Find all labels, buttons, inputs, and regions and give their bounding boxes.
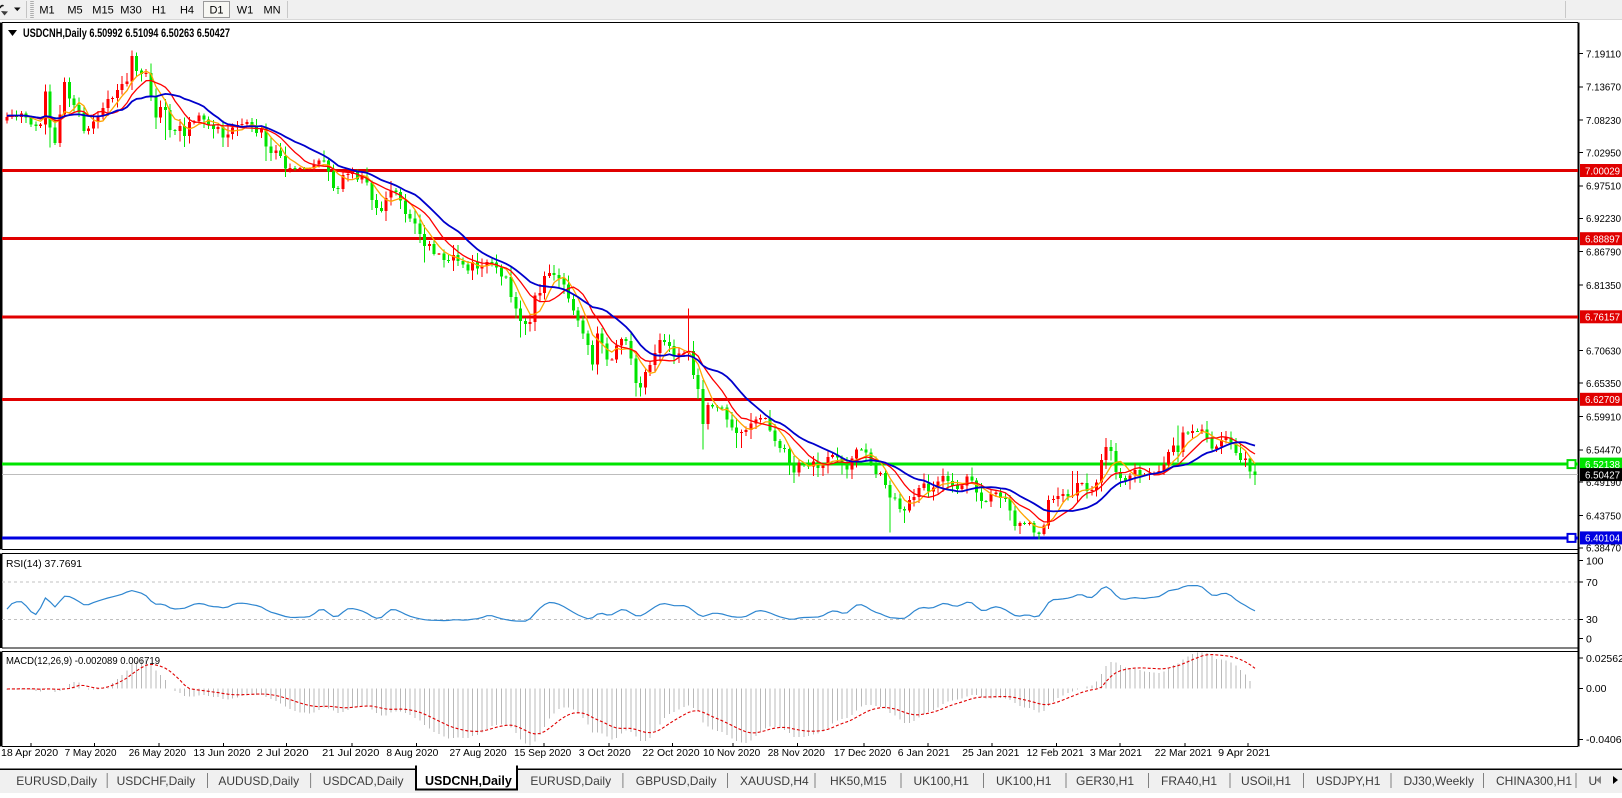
svg-text:6.65350: 6.65350	[1586, 378, 1621, 390]
svg-text:22 Oct 2020: 22 Oct 2020	[642, 747, 699, 759]
svg-text:M5: M5	[67, 5, 82, 17]
svg-text:RSI(14) 37.7691: RSI(14) 37.7691	[6, 558, 82, 570]
svg-text:28 Nov 2020: 28 Nov 2020	[768, 747, 825, 759]
svg-text:HK50,M15: HK50,M15	[830, 774, 887, 788]
svg-text:UK100,H1: UK100,H1	[996, 774, 1052, 788]
svg-text:CHINA300,H1: CHINA300,H1	[1496, 774, 1572, 788]
svg-text:6.40104: 6.40104	[1585, 533, 1620, 545]
svg-text:GBPUSD,Daily: GBPUSD,Daily	[636, 774, 717, 788]
svg-text:USOil,H1: USOil,H1	[1241, 774, 1291, 788]
svg-text:7.02950: 7.02950	[1586, 147, 1621, 159]
svg-text:8 Aug 2020: 8 Aug 2020	[386, 747, 438, 759]
svg-text:18 Apr 2020: 18 Apr 2020	[1, 747, 58, 759]
svg-text:USDCHF,Daily: USDCHF,Daily	[117, 774, 196, 788]
svg-text:7.13670: 7.13670	[1586, 82, 1621, 94]
svg-text:0: 0	[1586, 633, 1592, 645]
svg-text:7.19110: 7.19110	[1586, 48, 1621, 60]
svg-text:MACD(12,26,9) -0.002089 0.0067: MACD(12,26,9) -0.002089 0.006719	[6, 655, 160, 667]
svg-text:9 Apr 2021: 9 Apr 2021	[1218, 747, 1270, 759]
svg-text:GER30,H1: GER30,H1	[1076, 774, 1134, 788]
svg-text:70: 70	[1586, 577, 1598, 589]
svg-text:XAUUSD,H4: XAUUSD,H4	[740, 774, 809, 788]
svg-text:UK100,H1: UK100,H1	[914, 774, 970, 788]
svg-text:6.52138: 6.52138	[1585, 459, 1620, 471]
svg-text:26 May 2020: 26 May 2020	[129, 747, 186, 759]
svg-text:AUDUSD,Daily: AUDUSD,Daily	[218, 774, 299, 788]
svg-text:17 Dec 2020: 17 Dec 2020	[834, 747, 891, 759]
svg-text:6.70630: 6.70630	[1586, 346, 1621, 358]
svg-text:30: 30	[1586, 614, 1598, 626]
svg-text:USDCNH,Daily: USDCNH,Daily	[425, 774, 512, 788]
svg-text:12 Feb 2021: 12 Feb 2021	[1027, 747, 1084, 759]
svg-text:6.54470: 6.54470	[1586, 445, 1621, 457]
svg-text:6.76157: 6.76157	[1585, 312, 1620, 324]
svg-text:M30: M30	[120, 5, 141, 17]
svg-text:6.38470: 6.38470	[1586, 543, 1621, 555]
svg-text:15 Sep 2020: 15 Sep 2020	[514, 747, 571, 759]
svg-text:6.88897: 6.88897	[1585, 234, 1620, 246]
svg-text:13 Jun 2020: 13 Jun 2020	[193, 747, 250, 759]
svg-text:6.50427: 6.50427	[1585, 469, 1620, 481]
svg-text:6.43750: 6.43750	[1586, 510, 1621, 522]
svg-text:7 May 2020: 7 May 2020	[65, 747, 117, 759]
svg-text:W1: W1	[237, 5, 254, 17]
svg-text:6.81350: 6.81350	[1586, 280, 1621, 292]
svg-text:H4: H4	[180, 5, 194, 17]
svg-text:H1: H1	[152, 5, 166, 17]
svg-text:M1: M1	[39, 5, 54, 17]
svg-text:6 Jan 2021: 6 Jan 2021	[898, 747, 950, 759]
svg-text:6.62709: 6.62709	[1585, 394, 1620, 406]
svg-text:DJ30,Weekly: DJ30,Weekly	[1404, 774, 1474, 788]
svg-text:-0.040687: -0.040687	[1586, 734, 1622, 746]
svg-text:U: U	[1589, 774, 1598, 788]
svg-text:FRA40,H1: FRA40,H1	[1161, 774, 1217, 788]
svg-text:21 Jul 2020: 21 Jul 2020	[322, 747, 379, 759]
svg-text:0.00: 0.00	[1586, 683, 1607, 695]
svg-text:USDCNH,Daily 6.50992 6.51094: USDCNH,Daily 6.50992 6.51094 6.50263 6.5…	[23, 26, 230, 40]
svg-text:2 Jul 2020: 2 Jul 2020	[257, 747, 309, 759]
svg-text:10 Nov 2020: 10 Nov 2020	[703, 747, 760, 759]
svg-text:7.08230: 7.08230	[1586, 115, 1621, 127]
svg-text:USDCAD,Daily: USDCAD,Daily	[323, 774, 404, 788]
svg-text:EURUSD,Daily: EURUSD,Daily	[530, 774, 611, 788]
svg-text:M15: M15	[92, 5, 113, 17]
svg-text:22 Mar 2021: 22 Mar 2021	[1155, 747, 1212, 759]
svg-text:6.86790: 6.86790	[1586, 247, 1621, 259]
svg-text:EURUSD,Daily: EURUSD,Daily	[16, 774, 97, 788]
svg-text:3 Mar 2021: 3 Mar 2021	[1090, 747, 1142, 759]
svg-text:7.00029: 7.00029	[1585, 165, 1620, 177]
svg-text:3 Oct 2020: 3 Oct 2020	[579, 747, 631, 759]
svg-text:6.92230: 6.92230	[1586, 213, 1621, 225]
svg-text:27 Aug 2020: 27 Aug 2020	[450, 747, 507, 759]
svg-text:USDJPY,H1: USDJPY,H1	[1316, 774, 1381, 788]
svg-text:D1: D1	[209, 5, 223, 17]
svg-text:0.025623: 0.025623	[1586, 653, 1622, 665]
svg-text:100: 100	[1586, 556, 1604, 568]
svg-text:6.97510: 6.97510	[1586, 181, 1621, 193]
svg-text:6.59910: 6.59910	[1586, 411, 1621, 423]
svg-text:25 Jan 2021: 25 Jan 2021	[962, 747, 1019, 759]
svg-text:MN: MN	[263, 5, 280, 17]
